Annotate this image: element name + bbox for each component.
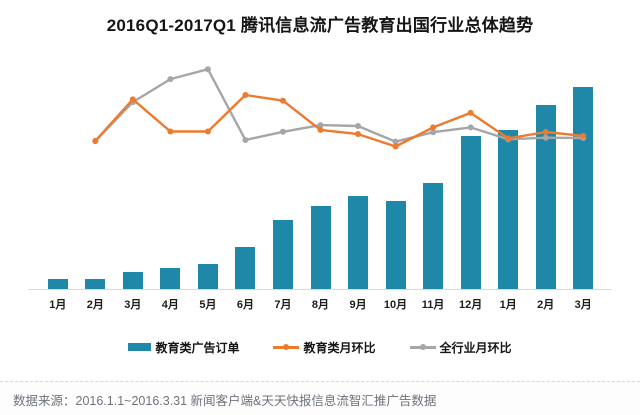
bar-month-3 (122, 271, 143, 290)
bar-month-5 (197, 264, 218, 290)
line-marker (242, 137, 249, 144)
x-axis-tick-label: 11月 (421, 299, 445, 311)
legend-item: 教育类广告订单 (128, 339, 239, 356)
line-marker (430, 124, 437, 131)
line-marker (542, 134, 549, 141)
legend-label: 教育类月环比 (303, 340, 376, 355)
legend-item: 全行业月环比 (409, 339, 512, 356)
legend-item: 教育类月环比 (273, 339, 376, 356)
line-path (94, 67, 584, 143)
x-axis-line (28, 289, 612, 290)
legend-line-marker-icon (409, 343, 436, 351)
legend-line-marker-icon (273, 343, 300, 351)
x-axis-tick-label: 3月 (124, 299, 142, 311)
plot-area (39, 60, 602, 290)
x-axis-tick-label: 5月 (199, 299, 217, 311)
bar-month-13 (498, 129, 519, 290)
x-axis-tick-label: 2月 (537, 299, 555, 311)
bar-month-11 (423, 182, 444, 290)
line-marker (392, 143, 399, 150)
legend-bar-swatch-icon (128, 343, 152, 351)
bar-month-1 (47, 278, 68, 290)
bar-month-4 (160, 267, 181, 290)
x-axis-tick-label: 6月 (236, 299, 254, 311)
legend-label: 教育类广告订单 (155, 340, 240, 355)
line-marker (167, 128, 174, 135)
line-marker (505, 135, 512, 142)
line-marker (317, 122, 324, 129)
line-marker (430, 129, 437, 136)
bar-month-8 (310, 205, 331, 290)
x-axis-tick-label: 3月 (574, 299, 592, 311)
line-marker (242, 91, 249, 98)
bar-month-2 (85, 278, 106, 290)
x-axis-tick-label: 1月 (49, 299, 67, 311)
line-marker (467, 109, 474, 116)
x-axis-tick-label: 7月 (274, 299, 292, 311)
x-axis-tick-label: 2月 (86, 299, 104, 311)
bar-month-6 (235, 247, 256, 290)
x-axis-labels: 1月 2月 3月 4月 5月 6月 7月 8月 9月 10月 11月 12月 1月 2月 3月 (39, 296, 602, 312)
legend: 教育类广告订单 教育类月环比 全行业月环比 (0, 339, 640, 355)
line-marker (467, 124, 474, 131)
x-axis-tick-label: 12月 (458, 299, 483, 311)
chart-title: 2016Q1-2017Q1 腾讯信息流广告教育出国行业总体趋势 (106, 16, 534, 35)
line-path (94, 93, 584, 148)
line-marker (279, 128, 286, 135)
line-series (92, 66, 587, 150)
bar-month-14 (535, 105, 556, 290)
bar-month-9 (348, 195, 369, 290)
line-marker (204, 66, 211, 73)
x-axis-tick-label: 8月 (311, 299, 330, 311)
data-source-note: 数据来源：2016.1.1~2016.3.31 新闻客户端&天天快报信息流智汇推… (0, 381, 640, 415)
bar-month-10 (385, 200, 406, 290)
bar-series (39, 60, 602, 290)
line-marker (580, 132, 587, 139)
line-marker (204, 128, 211, 135)
x-axis-tick-label: 1月 (499, 299, 517, 311)
line-marker (355, 123, 362, 130)
legend-label: 全行业月环比 (439, 340, 512, 355)
bar-month-7 (272, 220, 293, 290)
x-axis-tick-label: 4月 (161, 299, 179, 311)
line-marker (129, 96, 136, 103)
line-marker (279, 97, 286, 104)
line-marker (92, 137, 99, 144)
data-source-text: 数据来源：2016.1.1~2016.3.31 新闻客户端&天天快报信息流智汇推… (13, 394, 437, 408)
bar-month-12 (460, 135, 481, 290)
line-marker (317, 126, 324, 133)
line-marker (167, 76, 174, 83)
line-marker (392, 138, 399, 145)
line-marker (355, 131, 362, 138)
x-axis-tick-label: 9月 (349, 299, 367, 311)
line-marker (542, 128, 549, 135)
x-axis-tick-label: 10月 (383, 299, 408, 311)
